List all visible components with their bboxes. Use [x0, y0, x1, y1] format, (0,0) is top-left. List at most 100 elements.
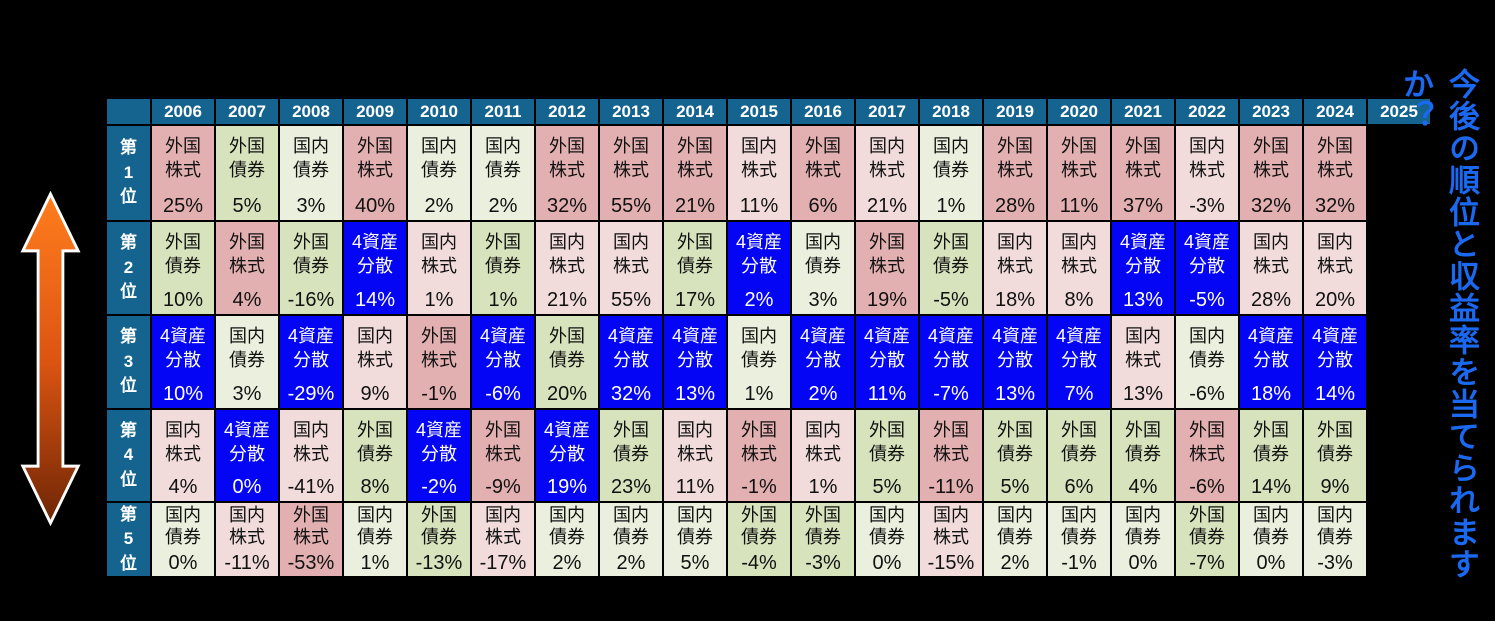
- asset-cell: 国内 債券 2%: [984, 503, 1046, 576]
- asset-name: 外国 債券: [165, 232, 201, 277]
- asset-name: 国内 債券: [485, 136, 521, 181]
- asset-cell: 4資産 分散 -29%: [280, 316, 342, 408]
- asset-return-value: 32%: [546, 195, 588, 217]
- asset-name: 国内 債券: [805, 232, 841, 277]
- asset-name: 4資産 分散: [287, 326, 334, 371]
- asset-return-value: 7%: [1064, 383, 1094, 405]
- asset-name: 外国 債券: [485, 232, 521, 277]
- asset-cell: 外国 債券 10%: [152, 222, 214, 314]
- year-header-row: 2006 2007 2008 2009 2010 2011 2012 2013 2014 2015…: [107, 99, 1430, 124]
- asset-name: 外国 株式: [677, 136, 713, 181]
- asset-return-value: -1%: [1061, 552, 1097, 574]
- asset-cell: 外国 債券 20%: [536, 316, 598, 408]
- asset-name: 4資産 分散: [735, 232, 782, 277]
- asset-return-value: -41%: [287, 476, 335, 498]
- asset-cell: 4資産 分散 32%: [600, 316, 662, 408]
- year-header-cell: 2018: [920, 99, 982, 124]
- asset-name: 国内 株式: [421, 232, 457, 277]
- asset-name: 外国 株式: [933, 420, 969, 465]
- asset-return-value: -6%: [485, 383, 521, 405]
- asset-cell: 国内 債券 3%: [216, 316, 278, 408]
- asset-return-value: 21%: [546, 289, 588, 311]
- asset-return-value: 5%: [872, 476, 902, 498]
- asset-return-value: 3%: [232, 383, 262, 405]
- asset-return-value: -13%: [415, 552, 463, 574]
- asset-cell: 国内 株式 4%: [152, 410, 214, 501]
- rank-label-cell: 第 4 位: [107, 410, 150, 501]
- asset-cell: 外国 株式 19%: [856, 222, 918, 314]
- asset-name: 外国 株式: [421, 326, 457, 371]
- asset-name: 国内 債券: [1061, 505, 1097, 547]
- asset-return-value: 2%: [808, 383, 838, 405]
- asset-cell: 国内 株式 8%: [1048, 222, 1110, 314]
- asset-cell: 外国 株式 4%: [216, 222, 278, 314]
- asset-return-value: 5%: [232, 195, 262, 217]
- asset-name: 国内 株式: [997, 232, 1033, 277]
- asset-cell: 外国 債券 -3%: [792, 503, 854, 576]
- asset-name: 国内 株式: [549, 232, 585, 277]
- asset-name: 外国 債券: [1125, 420, 1161, 465]
- asset-name: 国内 株式: [1189, 136, 1225, 181]
- asset-cell: 外国 株式 -1%: [408, 316, 470, 408]
- asset-cell: 外国 債券 -4%: [728, 503, 790, 576]
- year-header-cell: 2021: [1112, 99, 1174, 124]
- asset-name: 外国 債券: [741, 505, 777, 547]
- asset-name: 国内 債券: [1125, 505, 1161, 547]
- asset-cell: 国内 債券 1%: [920, 126, 982, 220]
- rank-label-char: 5: [123, 529, 134, 549]
- asset-name: 外国 債券: [1061, 420, 1097, 465]
- asset-cell: 4資産 分散 13%: [984, 316, 1046, 408]
- asset-return-value: -2%: [421, 476, 457, 498]
- asset-cell: 外国 株式 40%: [344, 126, 406, 220]
- asset-return-value: -16%: [287, 289, 335, 311]
- asset-cell: 4資産 分散 11%: [856, 316, 918, 408]
- rank-label-cell: 第 5 位: [107, 503, 150, 576]
- asset-return-value: 2%: [744, 289, 774, 311]
- asset-return-value: -53%: [287, 552, 335, 574]
- asset-return-value: 23%: [610, 476, 652, 498]
- asset-cell: 4資産 分散 13%: [664, 316, 726, 408]
- asset-return-value: 4%: [232, 289, 262, 311]
- asset-return-value: -1%: [741, 476, 777, 498]
- rank-label-char: 位: [120, 376, 137, 396]
- corner-header-cell: [107, 99, 150, 124]
- asset-name: 国内 株式: [869, 136, 905, 181]
- asset-return-value: 18%: [1250, 383, 1292, 405]
- asset-name: 4資産 分散: [479, 326, 526, 371]
- asset-cell: 国内 債券 5%: [664, 503, 726, 576]
- asset-name: 国内 株式: [613, 232, 649, 277]
- asset-cell: 外国 株式 -1%: [728, 410, 790, 501]
- asset-cell: 外国 債券 9%: [1304, 410, 1366, 501]
- asset-return-value: 20%: [1314, 289, 1356, 311]
- asset-return-value: -3%: [805, 552, 841, 574]
- year-header-cell: 2016: [792, 99, 854, 124]
- asset-return-value: 13%: [674, 383, 716, 405]
- asset-return-value: 21%: [674, 195, 716, 217]
- asset-name: 4資産 分散: [223, 420, 270, 465]
- asset-cell: 国内 株式 -15%: [920, 503, 982, 576]
- asset-cell: 国内 株式 -11%: [216, 503, 278, 576]
- asset-cell: 国内 債券 0%: [856, 503, 918, 576]
- asset-cell: 国内 株式 1%: [792, 410, 854, 501]
- asset-name: 外国 債券: [677, 232, 713, 277]
- year-header-cell: 2012: [536, 99, 598, 124]
- asset-cell: 国内 株式 -17%: [472, 503, 534, 576]
- asset-name: 外国 債券: [869, 420, 905, 465]
- asset-cell: 4資産 分散 -7%: [920, 316, 982, 408]
- asset-name: 外国 株式: [1253, 136, 1289, 181]
- asset-cell: 国内 債券 2%: [536, 503, 598, 576]
- asset-cell: 国内 株式 11%: [664, 410, 726, 501]
- asset-cell: 外国 株式 6%: [792, 126, 854, 220]
- asset-return-value: 8%: [1064, 289, 1094, 311]
- asset-return-value: -3%: [1317, 552, 1353, 574]
- asset-return-value: -17%: [479, 552, 527, 574]
- asset-return-value: 5%: [680, 552, 710, 574]
- asset-name: 国内 債券: [229, 326, 265, 371]
- year-header-cell: 2015: [728, 99, 790, 124]
- asset-return-value: -5%: [1189, 289, 1225, 311]
- asset-cell: 国内 株式 55%: [600, 222, 662, 314]
- asset-name: 4資産 分散: [991, 326, 1038, 371]
- rank-label-char: 位: [120, 282, 137, 302]
- asset-return-value: 11%: [1059, 195, 1099, 217]
- asset-return-value: 28%: [1250, 289, 1292, 311]
